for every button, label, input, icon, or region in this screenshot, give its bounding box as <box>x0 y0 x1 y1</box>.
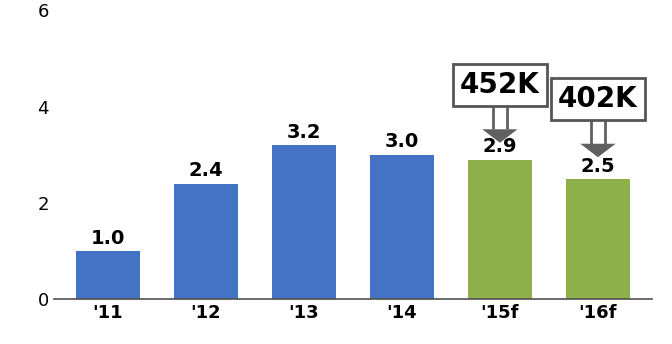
Bar <box>272 145 335 299</box>
Text: 3.0: 3.0 <box>384 132 419 151</box>
Polygon shape <box>580 144 616 157</box>
Text: 3.2: 3.2 <box>286 123 321 142</box>
Bar <box>370 155 433 299</box>
Text: 402K: 402K <box>558 85 638 114</box>
Text: 1.0: 1.0 <box>91 229 125 248</box>
Text: 2.4: 2.4 <box>188 161 223 180</box>
Bar <box>174 184 238 299</box>
Text: 2.9: 2.9 <box>482 137 517 156</box>
Text: 2.5: 2.5 <box>581 157 616 175</box>
Bar <box>566 179 630 299</box>
Bar <box>76 251 140 299</box>
Bar <box>468 160 532 299</box>
Polygon shape <box>482 129 517 143</box>
Text: 452K: 452K <box>460 71 540 99</box>
